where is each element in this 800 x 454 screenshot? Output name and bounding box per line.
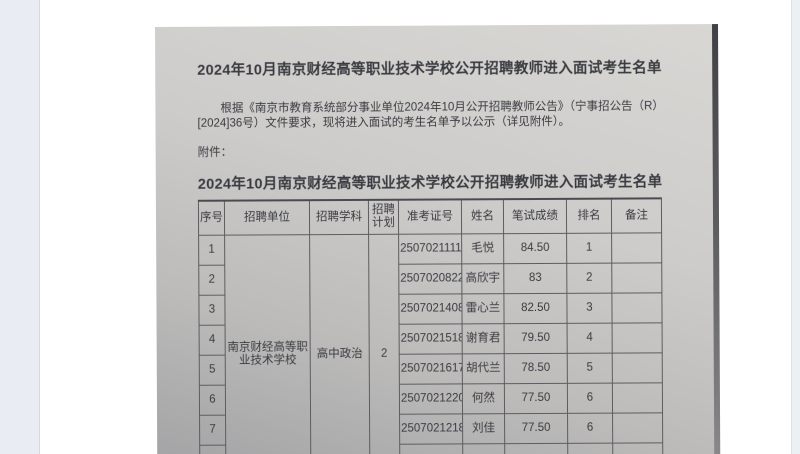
cell-note <box>612 382 663 413</box>
cell-rank: 6 <box>567 412 613 443</box>
cell-rank: 4 <box>567 322 613 353</box>
cell-ticket: 2507021111 <box>398 233 462 264</box>
column-header-score: 笔试成绩 <box>503 198 567 234</box>
candidates-table: 序号 招聘单位 招聘学科 招聘计划 准考证号 姓名 笔试成绩 排名 备注 1 南 <box>198 197 663 454</box>
cell-seq: 4 <box>199 324 226 355</box>
cell-rank: 3 <box>566 292 613 323</box>
cell-name: 刘佳 <box>462 413 505 444</box>
cell-subject-merged: 高中政治 <box>309 233 370 454</box>
attachment-label: 附件： <box>197 146 233 159</box>
cell-note <box>611 232 662 263</box>
cell-note <box>612 442 663 454</box>
cell-score: 79.50 <box>504 322 568 354</box>
cell-note <box>612 322 663 353</box>
cell-note <box>611 262 662 293</box>
document-title: 2024年10月南京财经高等职业技术学校公开招聘教师进入面试考生名单 <box>197 60 662 79</box>
cell-score: 78.50 <box>504 352 568 384</box>
cell-rank <box>567 442 613 454</box>
cell-score: 77.50 <box>504 412 568 444</box>
table-title: 2024年10月南京财经高等职业技术学校公开招聘教师进入面试考生名单 <box>197 174 663 193</box>
right-edge-strip <box>791 0 800 454</box>
column-header-subject: 招聘学科 <box>309 199 369 235</box>
column-header-note: 备注 <box>611 198 662 233</box>
column-header-unit: 招聘单位 <box>224 200 310 235</box>
cell-rank: 6 <box>567 382 613 413</box>
cell-name: 何然 <box>462 383 505 414</box>
left-sidebar-strip <box>0 0 40 454</box>
cell-score: 83 <box>503 262 567 294</box>
cell-seq: 5 <box>199 354 226 385</box>
cell-seq <box>199 444 226 454</box>
cell-seq: 7 <box>199 414 226 445</box>
document-photo: 2024年10月南京财经高等职业技术学校公开招聘教师进入面试考生名单 根据《南京… <box>155 24 721 454</box>
column-header-seq: 序号 <box>198 200 225 235</box>
paper-shadow-edge <box>711 24 721 454</box>
cell-note <box>612 412 663 443</box>
cell-seq: 2 <box>198 264 225 295</box>
cell-score: 77.50 <box>504 382 568 414</box>
cell-seq: 1 <box>198 234 225 265</box>
cell-ticket: 2507021218 <box>399 413 463 444</box>
cell-ticket: 2507021408 <box>398 293 463 324</box>
cell-score <box>504 442 568 454</box>
cell-ticket: 2507021518 <box>399 323 463 354</box>
cell-rank: 2 <box>566 262 612 293</box>
header-row: 序号 招聘单位 招聘学科 招聘计划 准考证号 姓名 笔试成绩 排名 备注 <box>198 198 662 235</box>
cell-name: 雷心兰 <box>461 293 505 324</box>
cell-rank: 1 <box>566 232 612 263</box>
cell-note <box>612 352 663 383</box>
document-paragraph: 根据《南京市教育系统部分事业单位2024年10月公开招聘教师公告》（宁事招公告（… <box>197 99 664 131</box>
document-content: 2024年10月南京财经高等职业技术学校公开招聘教师进入面试考生名单 根据《南京… <box>197 58 664 454</box>
cell-ticket: 2507021220 <box>399 383 463 414</box>
cell-rank: 5 <box>567 352 613 383</box>
cell-score: 82.50 <box>503 292 568 324</box>
cell-name: 毛悦 <box>461 233 504 264</box>
cell-name: 谢育君 <box>462 323 505 354</box>
cell-score: 84.50 <box>503 232 567 264</box>
column-header-ticket: 准考证号 <box>398 199 462 234</box>
table-row: 1 南京财经高等职业技术学校 高中政治 2 2507021111 毛悦 84.5… <box>198 232 662 454</box>
cell-plan-merged: 2 <box>368 233 400 454</box>
paragraph-line-1: 根据《南京市教育系统部分事业单位2024年10月公开招聘教师公告》（宁事招公告（… <box>220 100 664 115</box>
cell-note <box>611 292 663 323</box>
cell-ticket: 2507020822 <box>398 263 462 294</box>
column-header-rank: 排名 <box>566 198 612 233</box>
cell-seq: 6 <box>199 384 226 415</box>
cell-seq: 3 <box>198 294 226 325</box>
paragraph-line-2: [2024]36号）文件要求，现将进入面试的考生名单予以公示（详见附件）。 <box>197 115 571 130</box>
cell-unit-merged: 南京财经高等职业技术学校 <box>224 234 311 454</box>
cell-ticket <box>399 443 463 454</box>
cell-ticket: 2507021617 <box>399 353 463 384</box>
cell-name <box>462 443 505 454</box>
column-header-name: 姓名 <box>461 199 504 234</box>
cell-name: 胡代兰 <box>462 353 505 384</box>
column-header-plan: 招聘计划 <box>368 199 399 234</box>
cell-name: 高欣宇 <box>461 263 504 294</box>
